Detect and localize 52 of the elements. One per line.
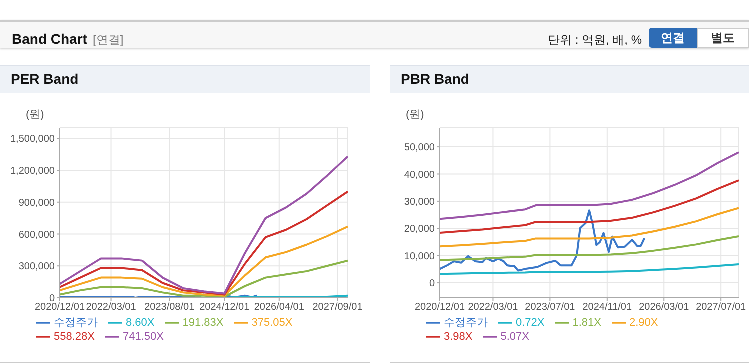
- x-tick-label: 2024/12/01: [200, 302, 250, 314]
- line-series: [60, 190, 348, 296]
- line-series: [440, 207, 739, 248]
- legend-label: 수정주가: [54, 317, 98, 329]
- line-series: [440, 151, 739, 220]
- x-tick-label: 2023/08/01: [144, 302, 196, 314]
- text: 단위 : 억원, 배, %: [548, 32, 642, 49]
- y-tick-label: 300,000: [18, 262, 56, 273]
- x-tick-label: 2024/11/01: [582, 302, 632, 314]
- line-series: [440, 264, 739, 276]
- y-tick-label: 10,000: [404, 251, 436, 262]
- line-series: [440, 236, 739, 262]
- x-tick-label: 2023/07/01: [525, 302, 576, 314]
- legend-label: 375.05X: [252, 317, 293, 329]
- text: 연결: [649, 28, 697, 48]
- y-tick-label: 1,500,000: [10, 134, 56, 146]
- legend-label: 5.07X: [500, 331, 530, 344]
- line-series: [440, 210, 646, 272]
- chart-title: PBR Band: [390, 65, 749, 93]
- y-tick-label: 0: [429, 278, 436, 290]
- x-tick-label: 2027/09/01: [312, 302, 364, 314]
- x-tick-label: 2022/03/01: [468, 302, 519, 314]
- legend-label: 수정주가: [444, 317, 488, 329]
- x-tick-label: 2026/04/01: [254, 302, 305, 314]
- x-tick-label: 2020/12/01: [34, 302, 86, 314]
- line-series: [60, 156, 348, 295]
- y-axis-title: (원): [26, 108, 44, 122]
- legend-label: 191.83X: [182, 317, 224, 329]
- x-tick-label: 2027/07/01: [696, 302, 747, 314]
- text: 별도: [697, 28, 749, 48]
- legend-label: 558.28X: [54, 331, 95, 344]
- y-tick-label: 1,200,000: [10, 166, 56, 178]
- y-tick-label: 30,000: [404, 196, 436, 208]
- chart-title: PER Band: [0, 65, 370, 93]
- y-tick-label: 20,000: [404, 224, 436, 236]
- y-tick-label: 50,000: [404, 142, 436, 154]
- legend-label: 8.60X: [126, 317, 155, 329]
- line-series: [440, 179, 739, 234]
- y-axis-title: (원): [406, 108, 424, 122]
- y-tick-label: 600,000: [18, 230, 56, 241]
- x-tick-label: 2020/12/01: [414, 302, 466, 314]
- text: [연결]: [93, 32, 124, 49]
- legend-label: 741.50X: [122, 331, 164, 344]
- y-tick-label: 40,000: [404, 170, 436, 181]
- x-tick-label: 2026/03/01: [639, 302, 690, 314]
- x-tick-label: 2022/03/01: [86, 302, 137, 314]
- legend-label: 0.72X: [516, 317, 545, 329]
- legend-label: 3.98X: [444, 331, 473, 344]
- legend-label: 1.81X: [572, 317, 602, 329]
- text: Band Chart: [12, 31, 88, 47]
- y-tick-label: 900,000: [18, 198, 56, 209]
- legend-label: 2.90X: [630, 317, 658, 329]
